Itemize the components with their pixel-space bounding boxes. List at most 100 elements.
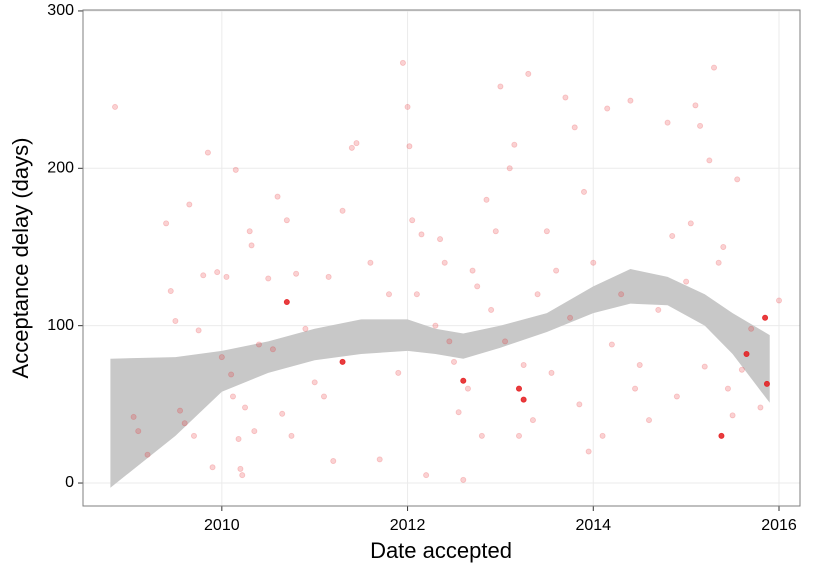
point xyxy=(242,404,249,411)
point xyxy=(112,103,119,110)
panel-border xyxy=(82,9,801,507)
point xyxy=(265,275,272,282)
point xyxy=(237,465,244,472)
point xyxy=(353,140,360,147)
point xyxy=(385,291,392,298)
x-axis-title: Date accepted xyxy=(370,538,512,563)
point xyxy=(228,371,235,378)
point xyxy=(718,432,725,439)
point xyxy=(511,141,518,148)
point xyxy=(729,412,736,419)
point xyxy=(246,228,253,235)
point xyxy=(474,283,481,290)
point xyxy=(251,428,258,435)
point xyxy=(529,417,536,424)
point xyxy=(669,232,676,239)
point xyxy=(478,432,485,439)
point xyxy=(562,94,569,101)
panel xyxy=(83,10,800,506)
x-tick-label: 2012 xyxy=(390,517,426,534)
point xyxy=(423,472,430,479)
point xyxy=(567,314,574,321)
point xyxy=(325,273,332,280)
point xyxy=(406,143,413,150)
point xyxy=(248,242,255,249)
point xyxy=(743,350,750,357)
point xyxy=(553,267,560,274)
point xyxy=(618,291,625,298)
point xyxy=(441,259,448,266)
point xyxy=(590,259,597,266)
point xyxy=(604,105,611,112)
point xyxy=(673,393,680,400)
point xyxy=(320,393,327,400)
point xyxy=(543,228,550,235)
y-axis-title: Acceptance delay (days) xyxy=(8,138,33,379)
point xyxy=(130,413,137,420)
point xyxy=(520,362,527,369)
point xyxy=(339,358,346,365)
point xyxy=(367,259,374,266)
point xyxy=(214,269,221,276)
y-tick-label: 300 xyxy=(47,2,74,19)
point xyxy=(229,393,236,400)
point xyxy=(515,385,522,392)
point xyxy=(172,317,179,324)
point xyxy=(757,404,764,411)
point xyxy=(776,297,783,304)
point xyxy=(409,217,416,224)
point xyxy=(167,288,174,295)
point xyxy=(232,166,239,173)
point xyxy=(283,217,290,224)
point xyxy=(399,59,406,66)
point xyxy=(418,231,425,238)
point xyxy=(437,236,444,243)
point xyxy=(223,273,230,280)
point xyxy=(632,385,639,392)
point xyxy=(339,207,346,214)
y-tick-label: 0 xyxy=(65,474,74,491)
point xyxy=(706,157,713,164)
point xyxy=(488,306,495,313)
point xyxy=(571,124,578,131)
point xyxy=(646,417,653,424)
y-tick-label: 200 xyxy=(47,160,74,177)
point xyxy=(279,410,286,417)
point xyxy=(239,472,246,479)
point xyxy=(724,385,731,392)
point xyxy=(720,243,727,250)
point xyxy=(506,165,513,172)
point xyxy=(330,457,337,464)
point xyxy=(627,97,634,104)
point xyxy=(687,220,694,227)
point xyxy=(762,314,769,321)
point xyxy=(186,201,193,208)
point xyxy=(181,420,188,427)
point xyxy=(209,464,216,471)
point xyxy=(701,363,708,370)
plot: 0 100 200 300 2010 2012 2014 2016 xyxy=(47,2,801,534)
point xyxy=(636,362,643,369)
y-tick-label: 100 xyxy=(47,317,74,334)
point xyxy=(683,278,690,285)
point xyxy=(520,396,527,403)
x-tick-label: 2010 xyxy=(204,517,240,534)
point xyxy=(599,432,606,439)
point xyxy=(738,366,745,373)
point xyxy=(692,102,699,109)
point xyxy=(404,103,411,110)
point xyxy=(283,299,290,306)
confidence-ribbon xyxy=(110,269,770,488)
point xyxy=(190,432,197,439)
point xyxy=(455,409,462,416)
point xyxy=(748,325,755,332)
point xyxy=(464,385,471,392)
point xyxy=(255,341,262,348)
point xyxy=(460,377,467,384)
point xyxy=(534,291,541,298)
point xyxy=(293,270,300,277)
point xyxy=(302,325,309,332)
point xyxy=(525,70,532,77)
point xyxy=(348,144,355,151)
point xyxy=(664,119,671,126)
